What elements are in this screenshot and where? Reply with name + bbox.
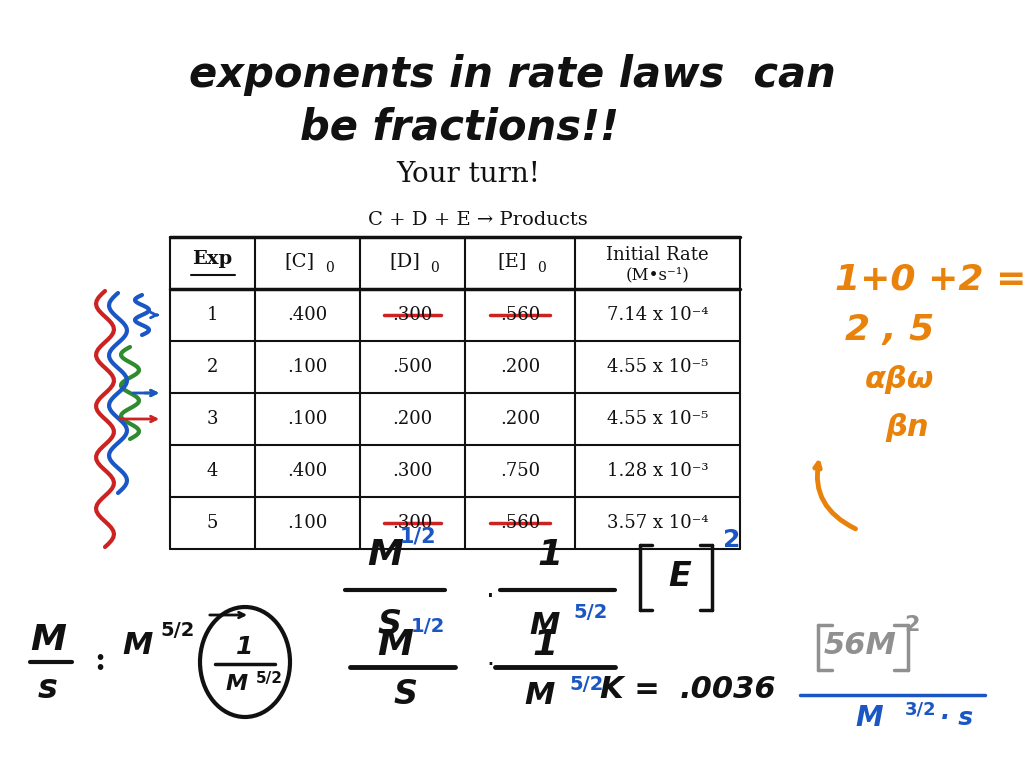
Text: 5/2: 5/2 [573, 603, 608, 621]
Text: .400: .400 [288, 462, 328, 480]
Text: 5/2: 5/2 [161, 621, 196, 640]
Text: s: s [38, 671, 58, 704]
Text: 5/2: 5/2 [569, 676, 604, 694]
Text: M: M [123, 631, 154, 660]
Text: M: M [377, 628, 413, 662]
Text: ·: · [486, 653, 494, 677]
Text: .300: .300 [392, 462, 433, 480]
Text: 5: 5 [207, 514, 218, 532]
Text: 2 , 5: 2 , 5 [845, 313, 934, 347]
Text: αβω: αβω [865, 366, 934, 395]
Text: 1/2: 1/2 [399, 527, 436, 547]
Text: .0036: .0036 [680, 676, 776, 704]
Text: S: S [378, 608, 402, 641]
Text: 5/2: 5/2 [256, 670, 283, 686]
Text: .200: .200 [392, 410, 432, 428]
Text: M: M [855, 704, 883, 732]
Text: .560: .560 [500, 514, 540, 532]
Text: .300: .300 [392, 514, 433, 532]
Text: K =: K = [600, 676, 659, 704]
Text: .100: .100 [288, 410, 328, 428]
Text: 0: 0 [538, 261, 547, 275]
Text: S: S [393, 678, 417, 711]
Text: 3/2: 3/2 [905, 701, 937, 719]
Text: βn: βn [885, 413, 929, 442]
Text: 1/2: 1/2 [411, 617, 445, 637]
Text: Exp: Exp [193, 250, 232, 268]
Text: 3.57 x 10⁻⁴: 3.57 x 10⁻⁴ [607, 514, 709, 532]
Text: Initial Rate: Initial Rate [606, 246, 709, 264]
Text: 4: 4 [207, 462, 218, 480]
Text: [C]: [C] [285, 252, 314, 270]
Text: exponents in rate laws  can: exponents in rate laws can [188, 54, 836, 96]
Text: .400: .400 [288, 306, 328, 324]
Text: .100: .100 [288, 514, 328, 532]
Text: .560: .560 [500, 306, 540, 324]
Text: 0: 0 [430, 261, 439, 275]
Text: be fractions!!: be fractions!! [300, 107, 620, 149]
Text: M: M [367, 538, 403, 572]
Text: M: M [529, 611, 560, 640]
Text: [D]: [D] [389, 252, 420, 270]
Text: 1+0 +2 =: 1+0 +2 = [835, 263, 1024, 297]
Text: E: E [669, 561, 691, 594]
Text: 4.55 x 10⁻⁵: 4.55 x 10⁻⁵ [607, 410, 709, 428]
Text: M: M [226, 674, 248, 694]
Text: .500: .500 [392, 358, 432, 376]
Text: ·: · [485, 583, 495, 611]
Text: .200: .200 [500, 410, 540, 428]
Text: Your turn!: Your turn! [396, 161, 540, 188]
Text: .750: .750 [500, 462, 540, 480]
Text: 2: 2 [207, 358, 218, 376]
Text: 2: 2 [723, 528, 740, 552]
Text: :: : [94, 647, 105, 677]
Text: C + D + E → Products: C + D + E → Products [368, 211, 588, 229]
Text: 3: 3 [207, 410, 218, 428]
Text: .200: .200 [500, 358, 540, 376]
Text: 56M: 56M [823, 631, 896, 660]
Text: 1: 1 [532, 628, 557, 662]
Text: [E]: [E] [498, 252, 526, 270]
Text: 0: 0 [326, 261, 334, 275]
Text: M: M [525, 680, 555, 710]
Text: 1: 1 [538, 538, 562, 572]
Text: M: M [30, 623, 66, 657]
Text: · s: · s [940, 706, 973, 730]
Text: 4.55 x 10⁻⁵: 4.55 x 10⁻⁵ [607, 358, 709, 376]
Text: .300: .300 [392, 306, 433, 324]
Text: (M•s⁻¹): (M•s⁻¹) [626, 266, 689, 283]
Text: 2: 2 [904, 615, 920, 635]
Text: 1.28 x 10⁻³: 1.28 x 10⁻³ [607, 462, 709, 480]
Text: .100: .100 [288, 358, 328, 376]
Text: 1: 1 [237, 635, 254, 659]
Text: 1: 1 [207, 306, 218, 324]
Text: 7.14 x 10⁻⁴: 7.14 x 10⁻⁴ [607, 306, 709, 324]
